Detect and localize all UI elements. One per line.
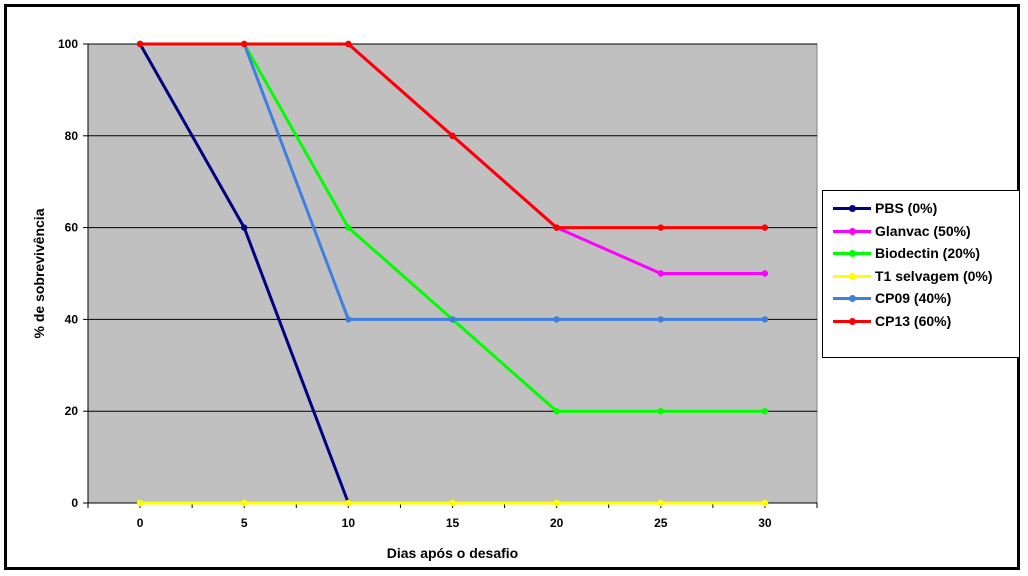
series-point-4-2 bbox=[345, 316, 352, 323]
legend-item-5: CP13 (60%) bbox=[833, 310, 1019, 333]
series-point-2-5 bbox=[657, 408, 664, 415]
legend: PBS (0%) Glanvac (50%) Biodectin (20%) T1 s… bbox=[822, 190, 1020, 358]
legend-label-5: CP13 (60%) bbox=[875, 312, 952, 329]
series-point-5-6 bbox=[761, 224, 769, 231]
legend-swatch-1 bbox=[833, 224, 871, 238]
series-point-2-6 bbox=[761, 408, 769, 415]
x-tick-labels: 0 5 10 15 20 25 30 bbox=[137, 516, 772, 530]
series-point-5-5 bbox=[657, 224, 664, 231]
legend-label-2: Biodectin (20%) bbox=[875, 245, 981, 262]
y-tick-label-60: 60 bbox=[65, 221, 79, 235]
y-axis-title: % de sobrevivência bbox=[31, 208, 47, 338]
x-tick-label-30: 30 bbox=[758, 516, 772, 530]
x-tick-label-10: 10 bbox=[342, 516, 356, 530]
y-tick-labels: 0 20 40 60 80 100 bbox=[58, 37, 78, 510]
series-point-2-2 bbox=[345, 224, 352, 231]
series-point-3-5 bbox=[657, 499, 664, 507]
x-tick-label-5: 5 bbox=[241, 516, 248, 530]
x-axis-title: Dias após o desafio bbox=[387, 545, 518, 561]
legend-swatch-2 bbox=[833, 246, 871, 260]
legend-item-1: Glanvac (50%) bbox=[833, 220, 1019, 243]
series-point-3-6 bbox=[761, 499, 769, 507]
legend-item-4: CP09 (40%) bbox=[833, 287, 1019, 310]
series-point-5-1 bbox=[241, 40, 248, 48]
series-point-0-1 bbox=[241, 224, 248, 231]
legend-item-2: Biodectin (20%) bbox=[833, 242, 1019, 265]
series-point-3-2 bbox=[345, 499, 352, 507]
series-point-3-1 bbox=[241, 499, 248, 507]
series-point-5-0 bbox=[136, 40, 144, 48]
y-tick-label-100: 100 bbox=[58, 37, 78, 51]
series-point-5-3 bbox=[449, 132, 456, 139]
x-tick-label-0: 0 bbox=[137, 516, 144, 530]
legend-swatch-5 bbox=[833, 314, 871, 328]
legend-item-3: T1 selvagem (0%) bbox=[833, 265, 1019, 288]
legend-swatch-0 bbox=[833, 201, 871, 215]
x-tick-label-15: 15 bbox=[446, 516, 460, 530]
y-tick-label-40: 40 bbox=[65, 312, 79, 326]
legend-swatch-3 bbox=[833, 269, 871, 283]
y-tick-label-0: 0 bbox=[71, 496, 78, 510]
series-point-1-5 bbox=[657, 270, 664, 277]
series-point-4-5 bbox=[657, 316, 664, 323]
x-tick-label-20: 20 bbox=[550, 516, 564, 530]
x-tick-label-25: 25 bbox=[654, 516, 668, 530]
legend-label-0: PBS (0%) bbox=[875, 200, 938, 217]
series-point-4-4 bbox=[553, 316, 560, 323]
series-3 bbox=[136, 499, 769, 507]
legend-label-1: Glanvac (50%) bbox=[875, 222, 971, 239]
legend-label-3: T1 selvagem (0%) bbox=[875, 267, 993, 284]
series-point-4-6 bbox=[761, 316, 769, 323]
series-point-3-0 bbox=[136, 499, 144, 507]
legend-label-4: CP09 (40%) bbox=[875, 290, 952, 307]
series-5 bbox=[136, 40, 769, 231]
legend-item-0: PBS (0%) bbox=[833, 197, 1019, 220]
series-point-2-4 bbox=[553, 408, 560, 415]
y-tick-label-80: 80 bbox=[65, 129, 79, 143]
series-point-5-4 bbox=[553, 224, 560, 231]
legend-swatch-4 bbox=[833, 291, 871, 305]
y-tick-label-20: 20 bbox=[65, 404, 79, 418]
series-point-5-2 bbox=[345, 40, 352, 48]
series-point-1-6 bbox=[761, 270, 769, 277]
series-point-3-4 bbox=[553, 499, 560, 507]
series-point-4-3 bbox=[449, 316, 456, 323]
series-point-3-3 bbox=[449, 499, 456, 507]
series-group bbox=[136, 40, 769, 507]
